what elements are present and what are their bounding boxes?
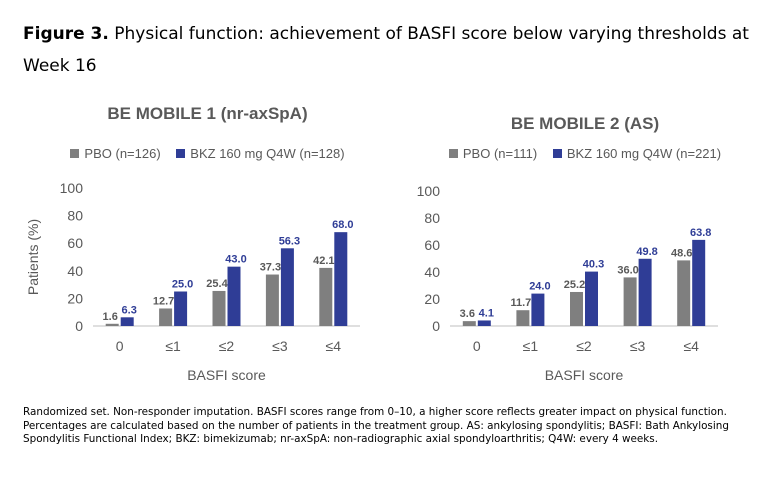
figure-label: Figure 3. bbox=[23, 24, 109, 44]
x-tick-label: ≤2 bbox=[219, 338, 235, 354]
x-tick-label: ≤1 bbox=[165, 338, 181, 354]
y-tick-label: 20 bbox=[424, 291, 440, 307]
y-tick-label: 100 bbox=[417, 183, 441, 199]
y-tick-label: 80 bbox=[424, 210, 440, 226]
bar-pbo bbox=[105, 323, 119, 326]
bar-bkz bbox=[585, 271, 598, 326]
x-tick-label: ≤1 bbox=[523, 338, 539, 354]
data-label-pbo: 12.7 bbox=[153, 295, 174, 307]
bar-pbo bbox=[570, 291, 583, 326]
data-label-pbo: 37.3 bbox=[260, 262, 281, 274]
data-label-bkz: 56.3 bbox=[279, 235, 300, 247]
data-label-bkz: 63.8 bbox=[690, 227, 711, 239]
x-tick-label: 0 bbox=[116, 338, 124, 354]
chart-legend: PBO (n=126) BKZ 160 mg Q4W (n=128) bbox=[20, 146, 395, 161]
x-tick-label: ≤3 bbox=[630, 338, 646, 354]
data-label-pbo: 1.6 bbox=[103, 311, 118, 323]
data-label-bkz: 25.0 bbox=[172, 279, 193, 291]
data-label-pbo: 25.2 bbox=[564, 279, 585, 291]
legend-swatch-bkz bbox=[552, 149, 562, 158]
data-label-pbo: 42.1 bbox=[313, 255, 334, 267]
data-label-bkz: 40.3 bbox=[583, 259, 604, 271]
y-tick-label: 20 bbox=[67, 290, 83, 306]
bar-bkz bbox=[174, 291, 188, 326]
bar-pbo bbox=[212, 290, 226, 326]
legend-swatch-bkz bbox=[176, 149, 186, 158]
legend-label-bkz: BKZ 160 mg Q4W (n=221) bbox=[566, 146, 722, 161]
x-tick-label: 0 bbox=[473, 338, 481, 354]
x-tick-label: ≤2 bbox=[576, 338, 592, 354]
bar-pbo bbox=[159, 308, 173, 326]
chart-plot: 0 20 40 60 80 100 Patients (%) 0 1.6 6.3 ≤1 12.7 25.… bbox=[25, 180, 360, 383]
chart-be-mobile-1: BE MOBILE 1 (nr-axSpA) PBO (n=126) BKZ 1… bbox=[20, 98, 395, 388]
bar-bkz bbox=[120, 317, 134, 326]
legend-item-pbo: PBO (n=111) bbox=[448, 146, 538, 161]
legend-label-pbo: PBO (n=126) bbox=[84, 146, 161, 161]
figure-title-text: Physical function: achievement of BASFI … bbox=[23, 24, 749, 76]
legend-item-pbo: PBO (n=126) bbox=[70, 146, 161, 161]
bar-pbo bbox=[462, 321, 476, 326]
chart-legend: PBO (n=111) BKZ 160 mg Q4W (n=221) bbox=[400, 146, 770, 161]
data-label-bkz: 24.0 bbox=[529, 281, 550, 293]
bar-pbo bbox=[516, 310, 530, 326]
y-axis-title: Patients (%) bbox=[25, 219, 41, 295]
chart-title: BE MOBILE 1 (nr-axSpA) bbox=[107, 104, 308, 123]
legend-label-pbo: PBO (n=111) bbox=[462, 146, 538, 161]
legend-item-bkz: BKZ 160 mg Q4W (n=221) bbox=[552, 146, 722, 161]
data-label-bkz: 43.0 bbox=[225, 254, 246, 266]
figure-title: Figure 3. Physical function: achievement… bbox=[23, 18, 753, 82]
legend-swatch-pbo bbox=[448, 149, 458, 158]
bar-pbo bbox=[319, 267, 333, 326]
y-tick-label: 40 bbox=[424, 264, 440, 280]
y-tick-label: 60 bbox=[67, 235, 83, 251]
data-label-pbo: 36.0 bbox=[617, 264, 638, 276]
x-axis-title: BASFI score bbox=[187, 367, 266, 383]
legend-label-bkz: BKZ 160 mg Q4W (n=128) bbox=[190, 146, 345, 161]
data-label-bkz: 6.3 bbox=[122, 304, 137, 316]
data-label-bkz: 4.1 bbox=[479, 307, 494, 319]
legend-swatch-pbo bbox=[70, 149, 80, 158]
data-label-pbo: 25.4 bbox=[206, 278, 228, 290]
bar-bkz bbox=[692, 239, 706, 326]
data-label-bkz: 49.8 bbox=[636, 246, 657, 258]
data-label-bkz: 68.0 bbox=[332, 219, 353, 231]
y-tick-label: 100 bbox=[60, 180, 84, 196]
data-label-pbo: 11.7 bbox=[510, 297, 531, 309]
chart-be-mobile-2: BE MOBILE 2 (AS) PBO (n=111) BKZ 160 mg … bbox=[400, 98, 770, 388]
bar-pbo bbox=[265, 274, 279, 326]
x-tick-label: ≤4 bbox=[326, 338, 342, 354]
bar-bkz bbox=[638, 258, 652, 326]
data-label-pbo: 3.6 bbox=[460, 308, 475, 320]
chart-plot: 0 20 40 60 80 100 0 3.6 4.1 ≤1 11.7 24.0 ≤2 25.2 40.3 ≤… bbox=[417, 183, 718, 383]
bar-bkz bbox=[477, 320, 491, 326]
bar-bkz bbox=[227, 266, 241, 326]
y-tick-label: 60 bbox=[424, 237, 440, 253]
chart-title: BE MOBILE 2 (AS) bbox=[510, 114, 660, 133]
y-tick-label: 80 bbox=[67, 208, 83, 224]
bar-pbo bbox=[623, 277, 637, 326]
x-tick-label: ≤3 bbox=[272, 338, 288, 354]
data-label-pbo: 48.6 bbox=[671, 247, 692, 259]
bar-bkz bbox=[531, 293, 545, 326]
x-axis-title: BASFI score bbox=[545, 367, 624, 383]
y-tick-label: 0 bbox=[75, 318, 83, 334]
y-tick-label: 0 bbox=[432, 318, 440, 334]
x-tick-label: ≤4 bbox=[683, 338, 699, 354]
figure-footnote: Randomized set. Non-responder imputation… bbox=[23, 406, 729, 445]
bar-pbo bbox=[677, 260, 691, 326]
legend-item-bkz: BKZ 160 mg Q4W (n=128) bbox=[176, 146, 345, 161]
bar-bkz bbox=[280, 248, 294, 326]
bar-bkz bbox=[334, 232, 348, 326]
y-tick-label: 40 bbox=[67, 263, 83, 279]
